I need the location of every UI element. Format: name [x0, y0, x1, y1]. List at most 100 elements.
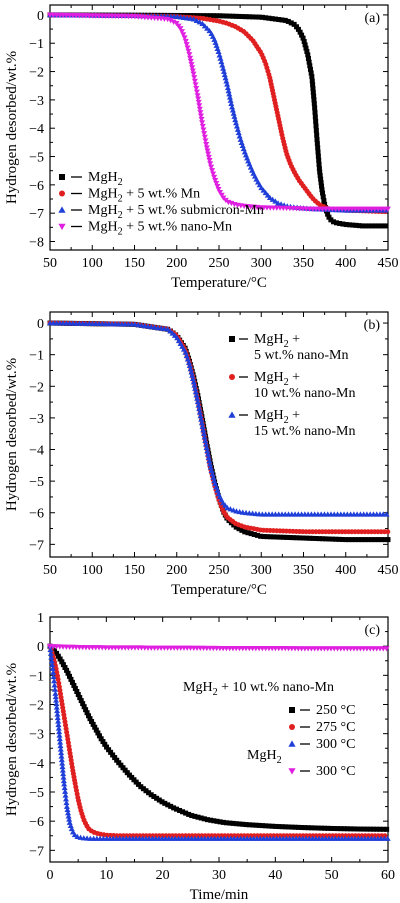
x-tick-label: 400 [335, 563, 356, 578]
y-axis-label: Hydrogen desorbed/wt.% [4, 358, 20, 511]
data-point [188, 369, 195, 375]
data-point [52, 690, 59, 696]
data-point [303, 45, 309, 51]
data-point [356, 537, 362, 543]
data-point [362, 537, 368, 543]
x-tick-label: 0 [47, 868, 54, 883]
data-point [189, 372, 196, 378]
data-point [84, 710, 90, 716]
data-point [218, 192, 225, 199]
data-point [213, 181, 220, 187]
data-point [57, 656, 63, 662]
data-point [289, 824, 295, 830]
data-point [237, 13, 243, 19]
data-point [311, 93, 317, 99]
data-point [204, 13, 210, 19]
data-point [54, 707, 61, 714]
data-point [233, 524, 239, 530]
data-point [326, 536, 332, 542]
series-2 [47, 320, 391, 535]
x-tick-label: 30 [212, 868, 226, 883]
data-point [354, 826, 360, 832]
data-point [309, 74, 315, 80]
data-point [358, 826, 364, 832]
data-point [226, 91, 233, 97]
data-point [287, 535, 293, 541]
data-point [318, 180, 324, 186]
data-point [146, 790, 152, 796]
data-point [341, 826, 347, 832]
data-point [100, 739, 106, 745]
data-point [253, 822, 259, 828]
data-point [71, 682, 77, 688]
data-point [364, 826, 370, 832]
data-point [302, 42, 308, 48]
x-tick-label: 450 [378, 256, 399, 271]
data-point [316, 166, 322, 172]
y-axis-label: Hydrogen desorbed/wt.% [4, 51, 20, 204]
data-point [374, 826, 380, 832]
data-point [180, 809, 186, 815]
data-point [186, 52, 193, 58]
data-point [363, 223, 369, 229]
data-point [112, 755, 118, 761]
x-tick-label: 300 [251, 563, 272, 578]
y-tick-label: 1 [37, 611, 44, 626]
data-point [313, 536, 319, 542]
data-point [229, 107, 236, 113]
data-point [312, 825, 318, 831]
data-point [382, 833, 388, 839]
y-tick-label: −5 [29, 786, 44, 801]
data-point [204, 148, 211, 154]
data-point [277, 534, 283, 540]
data-point [151, 794, 157, 800]
data-point [52, 648, 58, 654]
data-point [90, 721, 96, 727]
data-point [256, 14, 262, 20]
panel-3: 0 10 20 30 40 50 6010−1−2−3−4−5−6−7Time/minHyd… [4, 611, 395, 903]
data-point [320, 190, 326, 196]
data-point [217, 819, 223, 825]
data-point [220, 68, 227, 74]
data-point [196, 106, 203, 112]
data-point [256, 822, 262, 828]
legend-label: 10 wt.% nano-Mn [254, 386, 356, 401]
legend-marker [289, 724, 295, 730]
data-point [191, 75, 198, 81]
data-point [213, 484, 220, 490]
data-point [54, 714, 61, 721]
data-point [229, 104, 236, 110]
data-point [199, 423, 206, 429]
data-point [259, 14, 265, 20]
data-point [306, 59, 312, 65]
data-point [365, 537, 371, 543]
legend-marker [59, 174, 65, 180]
x-tick-label: 100 [82, 563, 103, 578]
data-point [307, 66, 313, 72]
data-point [190, 71, 197, 77]
x-axis-label: Time/min [190, 887, 249, 903]
data-point [325, 825, 331, 831]
legend: MgH2​ + 10 wt.% nano-Mn 250 °C 275 °C 300 °… [183, 680, 355, 779]
data-point [382, 537, 388, 543]
data-point [310, 535, 316, 541]
data-point [326, 214, 332, 220]
data-point [384, 826, 390, 832]
y-tick-label: −2 [29, 699, 44, 714]
legend-label: 300 °C [316, 764, 355, 779]
data-point [190, 379, 197, 385]
data-point [177, 807, 183, 813]
data-point [228, 100, 235, 106]
data-point [367, 826, 373, 832]
data-point [78, 698, 84, 704]
data-point [186, 811, 192, 817]
data-point [308, 825, 314, 831]
data-point [350, 222, 356, 228]
data-point [209, 471, 216, 477]
data-point [335, 826, 341, 832]
data-point [339, 536, 345, 542]
legend-marker [228, 411, 236, 418]
data-point [65, 670, 71, 676]
data-point [250, 822, 256, 828]
data-point [313, 118, 319, 124]
